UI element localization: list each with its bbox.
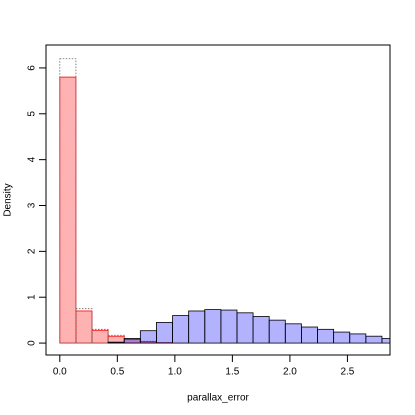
histogram-bar <box>220 309 238 344</box>
histogram-bar <box>333 331 351 344</box>
histogram-bar <box>381 338 390 344</box>
x-tick-label: 0.0 <box>53 367 67 378</box>
x-tick-label: 2.5 <box>340 367 354 378</box>
x-tick-label: 0.5 <box>110 367 124 378</box>
histogram-bar <box>349 333 367 344</box>
y-tick-label: 2 <box>27 248 38 254</box>
x-tick-label: 1.5 <box>225 367 239 378</box>
x-tick-label: 1.0 <box>168 367 182 378</box>
y-tick-label: 4 <box>27 156 38 162</box>
histogram-bar <box>59 76 77 344</box>
histogram-bar <box>172 315 190 344</box>
histogram-bar <box>188 310 206 344</box>
histogram-bar <box>284 323 302 344</box>
x-axis-label: parallax_error <box>187 393 249 404</box>
histogram-bar <box>317 328 335 344</box>
histogram-bar <box>252 316 270 344</box>
y-tick-label: 5 <box>27 111 38 117</box>
y-tick-label: 6 <box>27 65 38 71</box>
histogram-bar <box>301 326 318 344</box>
histogram-bar <box>123 338 141 344</box>
histogram-bar <box>204 309 222 344</box>
histogram-bar <box>156 322 173 344</box>
histogram-bar <box>236 312 254 344</box>
histogram-bar <box>107 341 125 344</box>
histogram-bar <box>139 330 157 344</box>
histogram-bar <box>365 335 383 344</box>
bars <box>59 58 390 344</box>
y-axis-label: Density <box>3 183 14 216</box>
y-tick-label: 1 <box>27 294 38 300</box>
x-tick-label: 2.0 <box>283 367 297 378</box>
histogram-bar <box>75 308 93 344</box>
y-tick-label: 3 <box>27 202 38 208</box>
histogram-bar <box>75 310 93 344</box>
histogram-bar <box>91 329 109 344</box>
plot-box <box>45 44 391 356</box>
histogram-bar <box>268 319 286 344</box>
y-tick-label: 0 <box>27 340 38 346</box>
